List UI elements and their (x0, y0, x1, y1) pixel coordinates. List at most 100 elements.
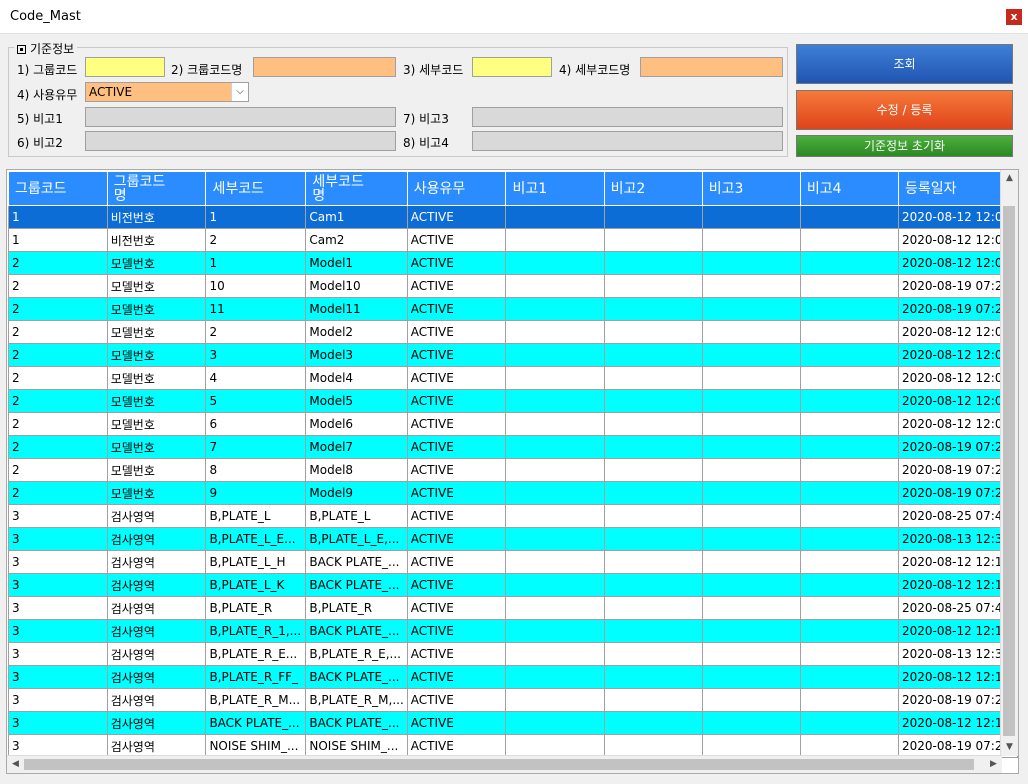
table-cell[interactable]: 모델번호 (106, 458, 207, 482)
table-cell[interactable]: 2 (8, 320, 108, 344)
table-cell[interactable]: Model10 (305, 274, 408, 298)
save-register-button[interactable]: 수정 / 등록 (796, 90, 1013, 130)
table-cell[interactable] (505, 205, 605, 229)
remark2-input[interactable] (85, 131, 396, 151)
table-cell[interactable]: B,PLATE_R_E... (205, 642, 307, 666)
table-cell[interactable]: 검사영역 (106, 550, 207, 574)
table-row[interactable]: 3 검사영역 B,PLATE_R_M... B,PLATE_R_M,... ACTIVE… (8, 688, 1018, 712)
table-cell[interactable] (799, 481, 899, 505)
table-cell[interactable] (603, 596, 703, 620)
table-cell[interactable]: 2020-08-19 07:2... (897, 481, 1018, 505)
table-cell[interactable]: ACTIVE (406, 389, 507, 413)
table-cell[interactable]: 2 (8, 251, 108, 275)
table-row[interactable]: 2 모델번호 11 Model11 ACTIVE 2020-08-19 07:2... (8, 297, 1018, 321)
table-cell[interactable]: 1 (8, 228, 108, 252)
table-row[interactable]: 2 모델번호 5 Model5 ACTIVE 2020-08-12 12:0... (8, 389, 1018, 413)
table-cell[interactable]: ACTIVE (406, 251, 507, 275)
table-cell[interactable]: Model11 (305, 297, 408, 321)
table-cell[interactable] (701, 711, 801, 735)
table-cell[interactable]: BACK PLATE_... (305, 711, 408, 735)
table-cell[interactable]: 3 (8, 550, 108, 574)
table-cell[interactable]: B,PLATE_R_M,... (305, 688, 408, 712)
table-cell[interactable] (799, 734, 899, 758)
use-yn-select[interactable]: ACTIVE ⌵ (85, 82, 249, 102)
table-cell[interactable] (603, 343, 703, 367)
table-cell[interactable] (505, 619, 605, 643)
table-cell[interactable] (701, 504, 801, 528)
table-cell[interactable] (505, 389, 605, 413)
table-cell[interactable]: 검사영역 (106, 527, 207, 551)
table-cell[interactable] (701, 550, 801, 574)
code-grid[interactable]: 그룹코드 그룹코드 명 세부코드 세부코드 명 사용유무 비고1 비고2 비고3 비고4 등록일자… (6, 169, 1019, 774)
table-cell[interactable]: B,PLATE_L (205, 504, 307, 528)
table-cell[interactable]: B,PLATE_R_M... (205, 688, 307, 712)
table-cell[interactable]: 2020-08-25 07:4... (897, 504, 1018, 528)
table-cell[interactable]: 검사영역 (106, 734, 207, 758)
table-row[interactable]: 2 모델번호 1 Model1 ACTIVE 2020-08-12 12:0... (8, 251, 1018, 275)
table-cell[interactable]: ACTIVE (406, 688, 507, 712)
table-cell[interactable]: 검사영역 (106, 688, 207, 712)
table-cell[interactable]: B,PLATE_R_FF_ (205, 665, 307, 689)
table-cell[interactable]: 2020-08-12 12:0... (897, 366, 1018, 390)
table-cell[interactable] (603, 389, 703, 413)
table-cell[interactable]: 2020-08-19 07:2... (897, 734, 1018, 758)
table-cell[interactable] (799, 343, 899, 367)
table-cell[interactable]: 1 (205, 251, 307, 275)
table-cell[interactable]: 1 (8, 205, 108, 229)
column-header[interactable]: 세부코드 명 (305, 171, 408, 206)
table-cell[interactable]: B,PLATE_L (305, 504, 408, 528)
table-cell[interactable]: 검사영역 (106, 596, 207, 620)
table-cell[interactable]: 2020-08-13 12:3... (897, 527, 1018, 551)
table-cell[interactable] (799, 320, 899, 344)
table-cell[interactable]: 비전번호 (106, 228, 207, 252)
column-header[interactable]: 비고3 (701, 171, 801, 206)
table-cell[interactable] (505, 665, 605, 689)
table-cell[interactable]: 3 (8, 642, 108, 666)
table-cell[interactable] (799, 619, 899, 643)
table-row[interactable]: 2 모델번호 8 Model8 ACTIVE 2020-08-19 07:2... (8, 458, 1018, 482)
table-cell[interactable] (701, 573, 801, 597)
remark4-input[interactable] (472, 131, 783, 151)
detail-name-input[interactable] (640, 57, 783, 77)
table-cell[interactable]: ACTIVE (406, 228, 507, 252)
table-cell[interactable] (505, 458, 605, 482)
table-cell[interactable]: ACTIVE (406, 481, 507, 505)
table-cell[interactable]: 3 (8, 504, 108, 528)
table-cell[interactable]: 2020-08-12 12:1... (897, 550, 1018, 574)
table-row[interactable]: 2 모델번호 9 Model9 ACTIVE 2020-08-19 07:2... (8, 481, 1018, 505)
table-cell[interactable]: BACK PLATE_... (305, 573, 408, 597)
table-cell[interactable]: B,PLATE_L_H (205, 550, 307, 574)
table-cell[interactable] (799, 550, 899, 574)
table-cell[interactable]: Cam1 (305, 205, 408, 229)
table-cell[interactable]: 5 (205, 389, 307, 413)
table-cell[interactable]: 검사영역 (106, 665, 207, 689)
column-header[interactable]: 비고1 (505, 171, 605, 206)
table-cell[interactable]: 3 (8, 596, 108, 620)
table-cell[interactable] (505, 688, 605, 712)
table-cell[interactable] (603, 711, 703, 735)
table-row[interactable]: 2 모델번호 6 Model6 ACTIVE 2020-08-12 12:0... (8, 412, 1018, 436)
table-cell[interactable]: 2020-08-19 07:2... (897, 458, 1018, 482)
table-cell[interactable] (603, 412, 703, 436)
column-header[interactable]: 그룹코드 (8, 171, 108, 206)
table-cell[interactable] (701, 527, 801, 551)
table-cell[interactable]: 3 (8, 711, 108, 735)
table-cell[interactable]: 4 (205, 366, 307, 390)
table-cell[interactable] (603, 665, 703, 689)
table-cell[interactable]: 2020-08-12 12:0... (897, 343, 1018, 367)
table-cell[interactable]: 2 (8, 481, 108, 505)
table-cell[interactable] (603, 642, 703, 666)
table-cell[interactable]: ACTIVE (406, 412, 507, 436)
table-cell[interactable] (799, 205, 899, 229)
table-cell[interactable]: ACTIVE (406, 297, 507, 321)
table-cell[interactable] (799, 366, 899, 390)
scroll-down-icon[interactable]: ▼ (1006, 742, 1013, 752)
table-cell[interactable]: ACTIVE (406, 366, 507, 390)
table-cell[interactable] (505, 412, 605, 436)
reset-criteria-button[interactable]: 기준정보 초기화 (796, 135, 1013, 157)
horizontal-scrollbar[interactable]: ◀ ▶ (7, 755, 1002, 773)
table-cell[interactable] (505, 527, 605, 551)
table-row[interactable]: 2 모델번호 7 Model7 ACTIVE 2020-08-19 07:2... (8, 435, 1018, 459)
table-cell[interactable]: 비전번호 (106, 205, 207, 229)
table-cell[interactable]: ACTIVE (406, 458, 507, 482)
